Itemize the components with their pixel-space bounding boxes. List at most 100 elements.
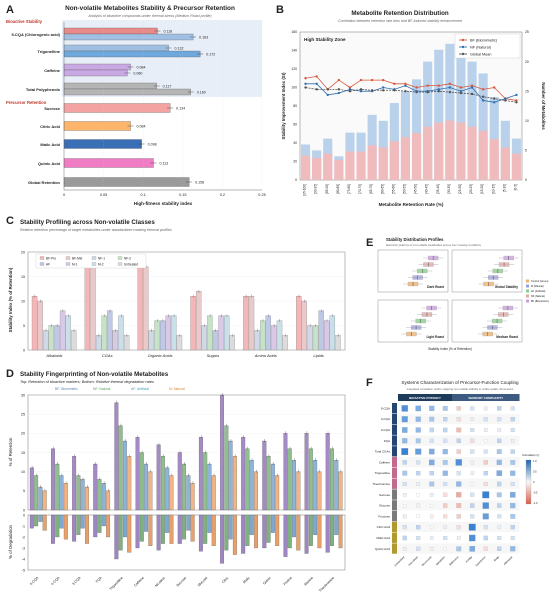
series-point xyxy=(515,101,518,104)
bar xyxy=(63,69,128,77)
column-label: Bitterness xyxy=(448,555,460,567)
header-band-left xyxy=(398,394,452,401)
legend-swatch xyxy=(65,256,71,260)
x-tick-label: [5-10] xyxy=(502,184,506,192)
enhancement-bar xyxy=(445,120,455,180)
category-label: Quinic xyxy=(262,576,272,586)
bar xyxy=(143,266,149,351)
series-point xyxy=(415,86,418,89)
heatmap-cell xyxy=(484,439,488,443)
heatmap-cell xyxy=(456,546,462,552)
heatmap-cell xyxy=(429,438,434,443)
bar xyxy=(243,295,249,351)
bar xyxy=(118,315,124,351)
heatmap-cell xyxy=(415,438,421,444)
y-left-tick: 0 xyxy=(295,178,297,182)
category-label: Nicotinic xyxy=(154,576,166,588)
bar xyxy=(224,315,230,351)
heatmap-cell xyxy=(509,492,516,498)
panel-b-subtitle: Correlation between retention rate bins … xyxy=(338,19,463,23)
heatmap-cell xyxy=(402,460,407,465)
degradation-bar xyxy=(144,514,149,532)
y-left-tick: 40 xyxy=(293,141,297,145)
series-line xyxy=(305,87,517,103)
heatmap-cell xyxy=(401,416,408,423)
degradation-bar xyxy=(245,514,250,546)
bar xyxy=(329,315,336,351)
retention-bar xyxy=(160,456,165,511)
legend-label: AF: Artificial xyxy=(131,387,149,391)
series-point xyxy=(493,101,496,104)
x-tick-label: [60-65] xyxy=(380,184,384,194)
panel-c-title: Stability Profiling across Non-volatile … xyxy=(20,219,155,226)
series-point xyxy=(359,88,363,91)
retention-bar xyxy=(304,433,309,511)
category-label: Theobromine xyxy=(318,576,335,593)
facet-label: Light Roast xyxy=(426,335,444,339)
retention-bar xyxy=(211,475,216,511)
row-label: Glucose xyxy=(379,504,390,508)
legend-label: M (Manual) xyxy=(531,285,544,288)
heatmap-cell xyxy=(429,547,434,551)
bar xyxy=(148,330,155,351)
heatmap-cell xyxy=(456,449,461,454)
heatmap-cell xyxy=(470,406,475,411)
series-point xyxy=(348,90,352,93)
bar xyxy=(123,335,130,351)
retention-bar xyxy=(283,433,288,511)
series-point xyxy=(470,92,474,96)
category-label: Proline xyxy=(283,576,293,586)
degradation-bar xyxy=(325,514,330,553)
heatmap-cell xyxy=(483,525,488,530)
heatmap-cell xyxy=(402,482,407,486)
y-left-tick: 60 xyxy=(293,123,297,127)
column-label: Sweetness xyxy=(474,555,487,568)
heatmap-cell xyxy=(442,449,448,455)
retention-bar xyxy=(330,448,334,511)
legend-label: BF (Biomimetic) xyxy=(531,300,549,303)
heatmap-cell xyxy=(470,492,475,497)
heatmap-cell xyxy=(443,503,448,508)
x-tick-label: [45-50] xyxy=(414,184,418,194)
legend-label: NF (Natural) xyxy=(470,45,492,49)
retention-bar xyxy=(245,448,250,511)
heatmap-cell xyxy=(443,547,447,551)
row-group-strip xyxy=(392,532,397,543)
colorbar-tick: -0.5 xyxy=(533,491,538,495)
enhancement-bar xyxy=(434,122,444,180)
y-left-tick: 120 xyxy=(291,67,297,71)
row-group-strip xyxy=(392,521,397,533)
series-point xyxy=(382,78,385,82)
heatmap-cell xyxy=(510,536,515,540)
row-label: 4-CQA xyxy=(381,417,390,421)
heatmap-cell xyxy=(497,536,502,540)
heatmap-cell xyxy=(510,525,515,530)
legend-swatch xyxy=(526,289,529,293)
category-label: Citric xyxy=(221,576,230,585)
y-left-tick: 20 xyxy=(293,160,297,164)
column-label: Metabolic xyxy=(435,555,446,566)
y-left-tick: 80 xyxy=(293,104,297,108)
heatmap-cell xyxy=(456,471,461,476)
bar xyxy=(307,325,313,351)
degradation-bar xyxy=(232,514,237,555)
row-label: FQA xyxy=(384,439,390,443)
bar xyxy=(90,266,96,351)
category-label: Glucose xyxy=(197,576,209,588)
heatmap-cell xyxy=(470,471,475,475)
y-axis-label-right: Number of Metabolites xyxy=(541,82,546,130)
degradation-bar xyxy=(211,514,216,546)
heatmap-cell xyxy=(483,449,488,454)
bar xyxy=(101,315,107,351)
count-bar xyxy=(445,43,455,181)
category-label: Total Polyphenols xyxy=(26,87,61,92)
retention-bar xyxy=(296,471,301,511)
legend-marker xyxy=(461,52,465,56)
heatmap-cell xyxy=(415,448,422,455)
y-right-tick: 25 xyxy=(525,30,529,34)
y-left-tick: 100 xyxy=(291,86,297,90)
enhancement-bar xyxy=(400,137,410,180)
y-right-tick: 20 xyxy=(525,60,529,64)
bar-value-label: 0.163 xyxy=(199,35,208,39)
bar xyxy=(63,103,171,113)
